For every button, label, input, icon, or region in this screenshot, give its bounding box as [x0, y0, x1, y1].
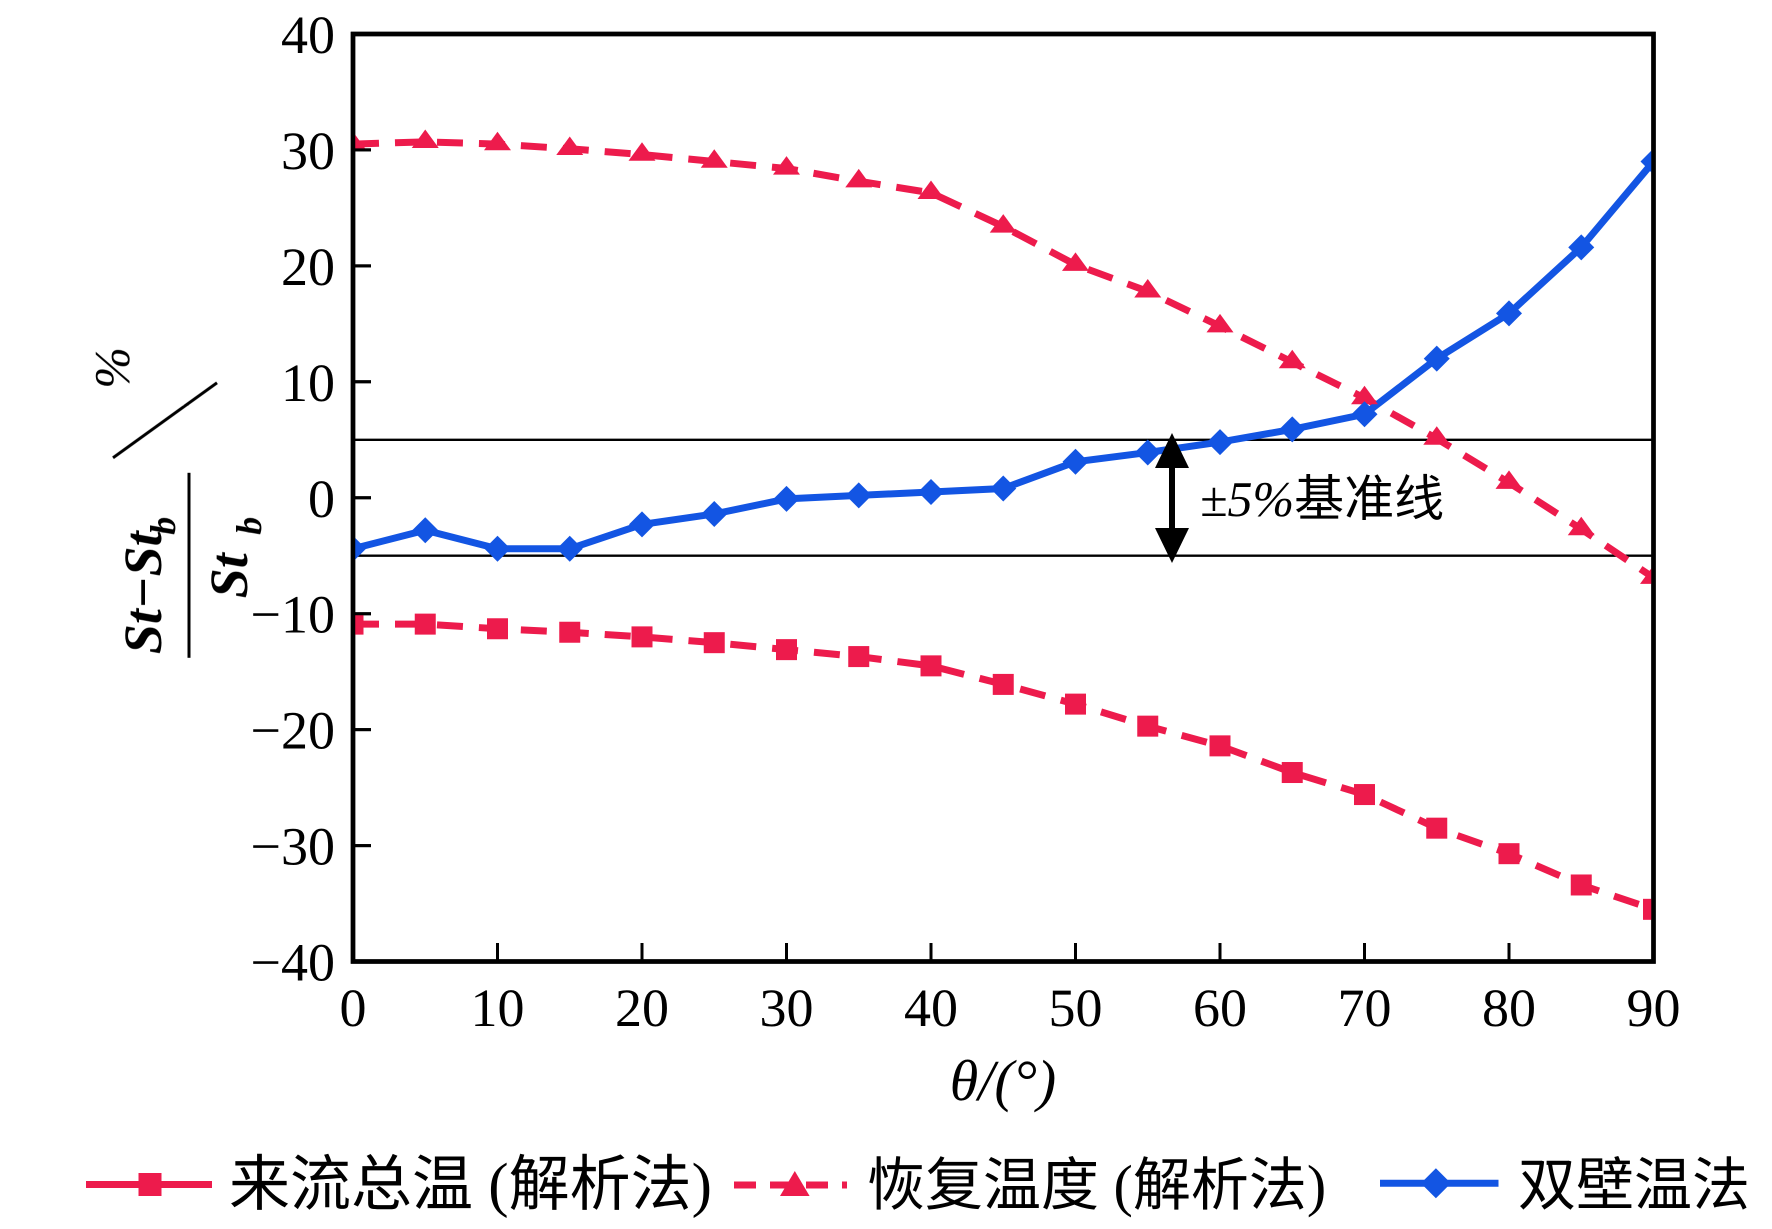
- svg-text:−10: −10: [251, 585, 335, 645]
- svg-text:θ/(°): θ/(°): [950, 1048, 1056, 1113]
- svg-text:20: 20: [281, 237, 335, 297]
- svg-text:10: 10: [471, 978, 525, 1038]
- svg-text:St−St: St−St: [113, 529, 173, 654]
- svg-text:50: 50: [1049, 978, 1103, 1038]
- svg-text:0: 0: [340, 978, 367, 1038]
- svg-text:80: 80: [1482, 978, 1536, 1038]
- svg-text:70: 70: [1338, 978, 1392, 1038]
- svg-text:0: 0: [308, 469, 335, 529]
- svg-text:St: St: [199, 551, 259, 598]
- svg-text:−30: −30: [251, 817, 335, 877]
- svg-text:−20: −20: [251, 701, 335, 761]
- svg-text:双壁温法: 双壁温法: [1518, 1153, 1750, 1218]
- svg-text:b: b: [229, 517, 269, 535]
- svg-text:来流总温 (解析法): 来流总温 (解析法): [229, 1152, 712, 1219]
- svg-text:30: 30: [760, 978, 814, 1038]
- svg-text:b: b: [143, 517, 183, 535]
- svg-text:20: 20: [615, 978, 669, 1038]
- svg-text:−40: −40: [251, 933, 335, 993]
- svg-text:%: %: [84, 347, 140, 389]
- svg-text:40: 40: [281, 5, 335, 65]
- svg-text:±5%​基准线: ±5%​基准线: [1200, 471, 1444, 527]
- svg-text:90: 90: [1627, 978, 1681, 1038]
- svg-text:30: 30: [281, 121, 335, 181]
- svg-text:恢复温度 (解析法): 恢复温度 (解析法): [867, 1153, 1326, 1218]
- svg-text:40: 40: [904, 978, 958, 1038]
- svg-text:60: 60: [1193, 978, 1247, 1038]
- svg-text:10: 10: [281, 353, 335, 413]
